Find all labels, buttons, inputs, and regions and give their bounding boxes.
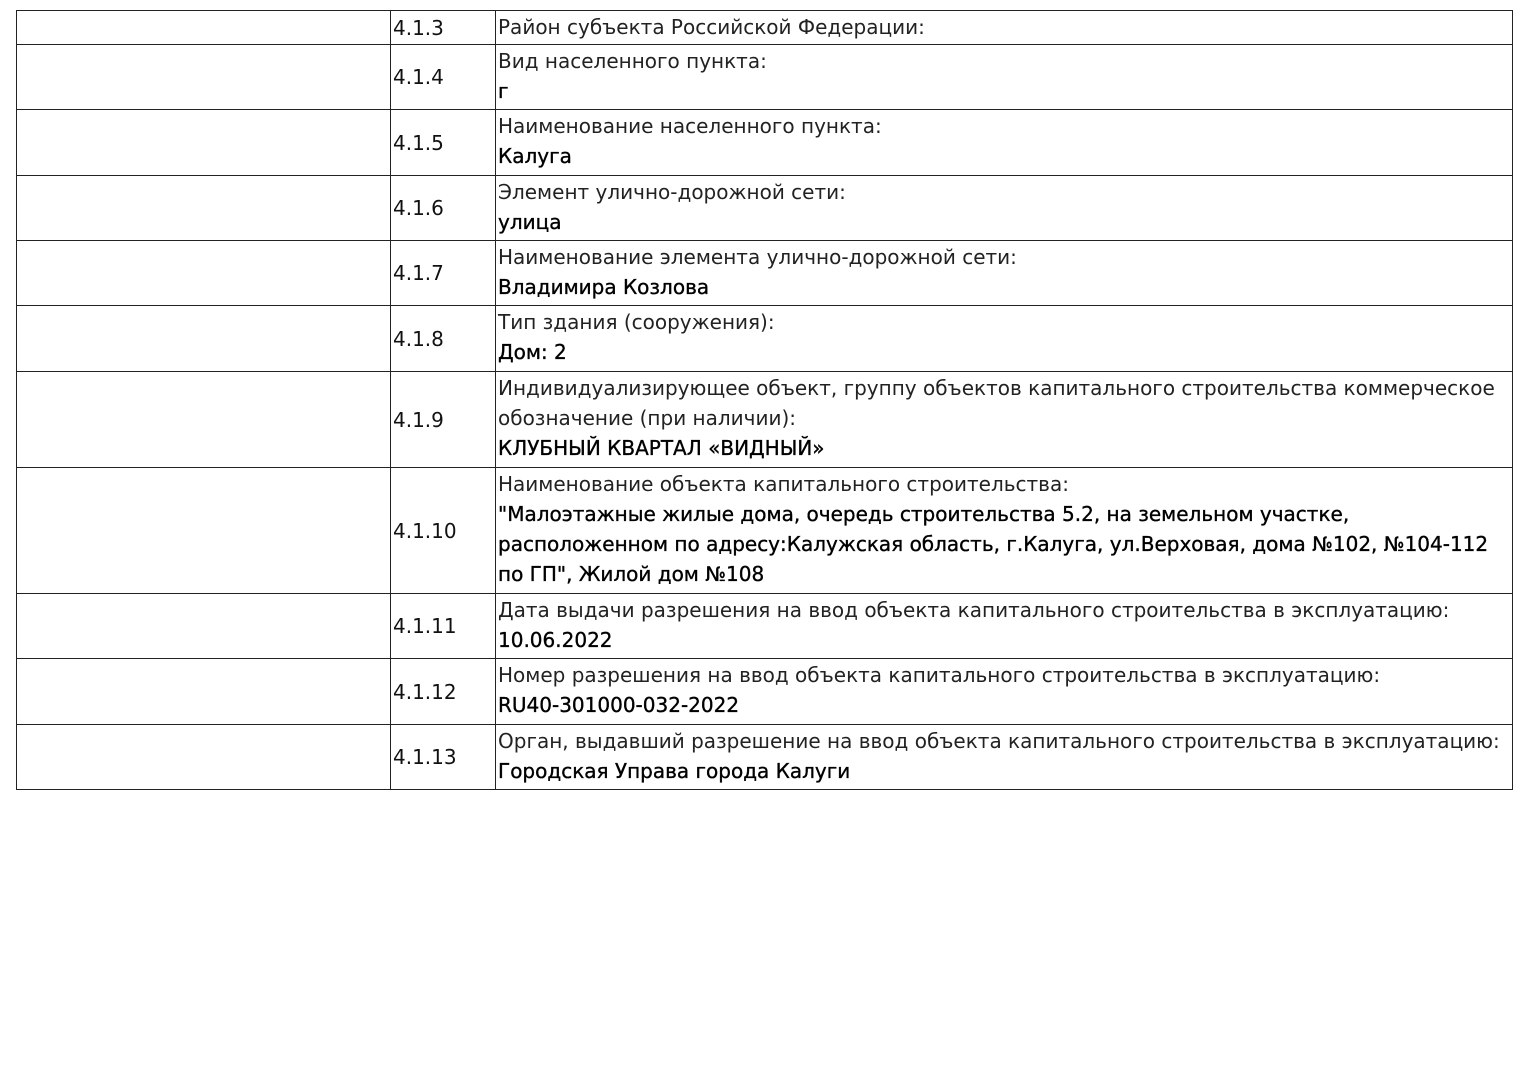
item-value: г [498, 79, 509, 103]
table-row: 4.1.6 Элемент улично-дорожной сети: улиц… [16, 175, 1513, 241]
item-label: Наименование населенного пункта: [498, 114, 882, 138]
empty-cell [16, 305, 391, 372]
item-content: Наименование элемента улично-дорожной се… [495, 240, 1513, 306]
item-number: 4.1.9 [390, 371, 496, 468]
item-value: Владимира Козлова [498, 275, 710, 299]
document-table: 4.1.3 Район субъекта Российской Федераци… [16, 10, 1513, 790]
table-row: 4.1.4 Вид населенного пункта: г [16, 44, 1513, 110]
empty-cell [16, 175, 391, 241]
item-value: улица [498, 210, 562, 234]
table-row: 4.1.8 Тип здания (сооружения): Дом: 2 [16, 305, 1513, 372]
empty-cell [16, 593, 391, 659]
item-content: Район субъекта Российской Федерации: [495, 10, 1513, 45]
empty-cell [16, 724, 391, 790]
item-label: Тип здания (сооружения): [498, 310, 775, 334]
item-content: Орган, выдавший разрешение на ввод объек… [495, 724, 1513, 790]
table-row: 4.1.12 Номер разрешения на ввод объекта … [16, 658, 1513, 725]
item-label: Район субъекта Российской Федерации: [498, 15, 925, 39]
table-row: 4.1.3 Район субъекта Российской Федераци… [16, 10, 1513, 45]
item-content: Индивидуализирующее объект, группу объек… [495, 371, 1513, 468]
item-label: Наименование объекта капитального строит… [498, 472, 1069, 496]
empty-cell [16, 371, 391, 468]
item-label: Наименование элемента улично-дорожной се… [498, 245, 1017, 269]
item-number: 4.1.12 [390, 658, 496, 725]
item-value: RU40-301000-032-2022 [498, 693, 740, 717]
item-content: Тип здания (сооружения): Дом: 2 [495, 305, 1513, 372]
empty-cell [16, 467, 391, 594]
item-label: Элемент улично-дорожной сети: [498, 180, 846, 204]
item-value: Городская Управа города Калуги [498, 759, 851, 783]
item-value: "Малоэтажные жилые дома, очередь строите… [498, 502, 1489, 586]
item-label: Номер разрешения на ввод объекта капитал… [498, 663, 1381, 687]
empty-cell [16, 10, 391, 45]
table-row: 4.1.11 Дата выдачи разрешения на ввод об… [16, 593, 1513, 659]
item-number: 4.1.5 [390, 109, 496, 176]
item-content: Номер разрешения на ввод объекта капитал… [495, 658, 1513, 725]
empty-cell [16, 658, 391, 725]
table-row: 4.1.10 Наименование объекта капитального… [16, 467, 1513, 594]
item-number: 4.1.3 [390, 10, 496, 45]
empty-cell [16, 240, 391, 306]
item-label: Индивидуализирующее объект, группу объек… [498, 376, 1495, 430]
item-content: Элемент улично-дорожной сети: улица [495, 175, 1513, 241]
empty-cell [16, 109, 391, 176]
table-row: 4.1.7 Наименование элемента улично-дорож… [16, 240, 1513, 306]
item-number: 4.1.8 [390, 305, 496, 372]
item-label: Орган, выдавший разрешение на ввод объек… [498, 729, 1500, 753]
table-row: 4.1.5 Наименование населенного пункта: К… [16, 109, 1513, 176]
item-content: Наименование объекта капитального строит… [495, 467, 1513, 594]
item-number: 4.1.11 [390, 593, 496, 659]
item-number: 4.1.4 [390, 44, 496, 110]
item-number: 4.1.7 [390, 240, 496, 306]
item-value: Дом: 2 [498, 340, 567, 364]
item-content: Дата выдачи разрешения на ввод объекта к… [495, 593, 1513, 659]
item-content: Наименование населенного пункта: Калуга [495, 109, 1513, 176]
item-label: Вид населенного пункта: [498, 49, 767, 73]
item-number: 4.1.6 [390, 175, 496, 241]
table-row: 4.1.9 Индивидуализирующее объект, группу… [16, 371, 1513, 468]
item-value: КЛУБНЫЙ КВАРТАЛ «ВИДНЫЙ» [498, 436, 825, 460]
item-number: 4.1.13 [390, 724, 496, 790]
item-value: Калуга [498, 144, 572, 168]
table-row: 4.1.13 Орган, выдавший разрешение на вво… [16, 724, 1513, 790]
item-value: 10.06.2022 [498, 628, 613, 652]
item-label: Дата выдачи разрешения на ввод объекта к… [498, 598, 1450, 622]
item-number: 4.1.10 [390, 467, 496, 594]
empty-cell [16, 44, 391, 110]
item-content: Вид населенного пункта: г [495, 44, 1513, 110]
